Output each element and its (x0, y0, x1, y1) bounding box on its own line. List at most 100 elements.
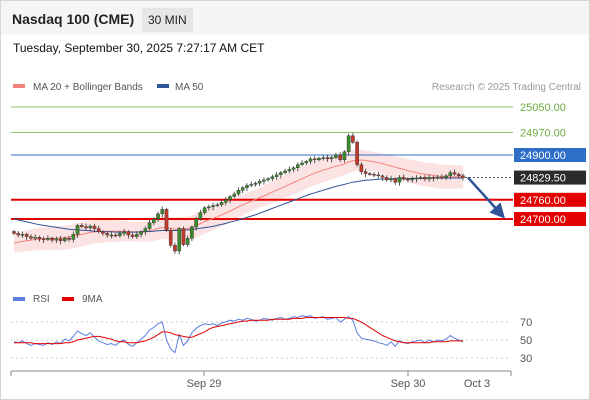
candle-body (92, 225, 97, 229)
candle-body (109, 234, 114, 237)
candle-body (41, 238, 46, 241)
candle-body (397, 177, 402, 183)
candle-body (96, 228, 101, 233)
candle-body (63, 237, 67, 241)
candle-body (181, 228, 186, 245)
rsi-tick-label: 30 (520, 353, 532, 365)
candle-body (156, 213, 160, 220)
candle-body (223, 199, 228, 203)
candle-body (440, 176, 444, 179)
candle-body (240, 187, 245, 191)
candle-body (198, 212, 203, 220)
candle-body (329, 157, 334, 160)
candle-body (380, 175, 385, 178)
candle-body (317, 157, 321, 160)
interval-badge[interactable]: 30 MIN (142, 8, 193, 32)
candle-body (46, 237, 50, 240)
level-label-support: 24700.00 (520, 214, 566, 226)
candle-body (219, 202, 224, 205)
candle-body (257, 181, 262, 184)
candle-body (368, 173, 372, 175)
candle-body (312, 158, 317, 161)
candle-body (355, 141, 359, 165)
candle-body (304, 161, 309, 164)
instrument-title: Nasdaq 100 (CME) (12, 11, 135, 27)
candle-body (410, 178, 414, 181)
candle-body (177, 228, 181, 252)
candle-body (401, 177, 406, 180)
candle-body (384, 177, 389, 181)
candle-body (321, 157, 326, 159)
candle-body (427, 177, 431, 180)
candle-body (211, 205, 215, 208)
candle-body (342, 151, 347, 161)
legend-swatch-ma20 (13, 84, 25, 88)
legend-swatch-ma50 (157, 84, 169, 88)
candle-body (79, 225, 84, 227)
candle-body (363, 171, 368, 174)
candle-body (266, 178, 270, 181)
header-bar: Nasdaq 100 (CME) 30 MIN (1, 1, 589, 35)
candle-body (245, 185, 249, 188)
candle-body (372, 173, 376, 176)
level-label-box-last (514, 170, 586, 185)
candle-body (190, 226, 194, 239)
candle-body (101, 231, 105, 234)
candle-body (147, 222, 152, 229)
candle-body (29, 236, 33, 239)
candle-body (393, 178, 398, 183)
candle-body (54, 238, 59, 241)
candle-body (164, 209, 169, 231)
legend-swatch-rsi (13, 297, 25, 301)
legend-label-rsi: RSI (33, 294, 50, 305)
candle-body (126, 231, 131, 236)
candle-body (461, 175, 465, 178)
legend-label-rsi-ma: 9MA (82, 294, 103, 305)
candle-body (84, 226, 88, 229)
candle-body (160, 209, 165, 215)
x-tick-label: Oct 3 (464, 378, 490, 390)
candle-body (122, 231, 126, 234)
candle-body (228, 196, 232, 201)
candle-body (253, 182, 258, 185)
candle-body (33, 237, 37, 239)
candle-body (173, 245, 177, 252)
candle-body (351, 135, 355, 143)
legend-label-ma50: MA 50 (175, 82, 204, 93)
rsi-ma-line (14, 317, 463, 345)
candle-body (300, 162, 304, 165)
candle-body (359, 164, 364, 172)
candle-body (296, 164, 300, 169)
candle-body (12, 231, 16, 234)
level-label-pivot: 24900.00 (520, 150, 566, 162)
candle-body (168, 229, 173, 246)
candle-body (24, 234, 29, 237)
candle-body (423, 177, 427, 180)
candle-body (50, 237, 54, 241)
candle-body (130, 234, 135, 237)
candle-body (135, 234, 139, 237)
candle-body (20, 234, 25, 236)
candle-body (444, 175, 448, 178)
report-datetime: Tuesday, September 30, 2025 7:27:17 AM C… (13, 41, 265, 55)
candle-body (113, 234, 118, 237)
candle-body (215, 204, 220, 206)
candle-body (406, 178, 410, 181)
candle-body (431, 177, 436, 179)
candle-body (207, 206, 211, 209)
candle-body (105, 233, 109, 236)
level-label-resistance: 25050.00 (520, 102, 566, 114)
bollinger-band-area (14, 149, 463, 253)
level-label-box-pivot (514, 148, 586, 162)
level-label-box-support (514, 192, 586, 207)
candle-body (279, 172, 283, 176)
candle-body (452, 172, 457, 175)
level-label-box-support (514, 212, 586, 226)
candle-body (262, 179, 266, 182)
candle-body (283, 170, 287, 173)
candle-body (194, 218, 198, 228)
candle-body (274, 174, 279, 177)
candle-body (202, 207, 207, 213)
legend-label-ma20: MA 20 + Bollinger Bands (33, 82, 143, 93)
